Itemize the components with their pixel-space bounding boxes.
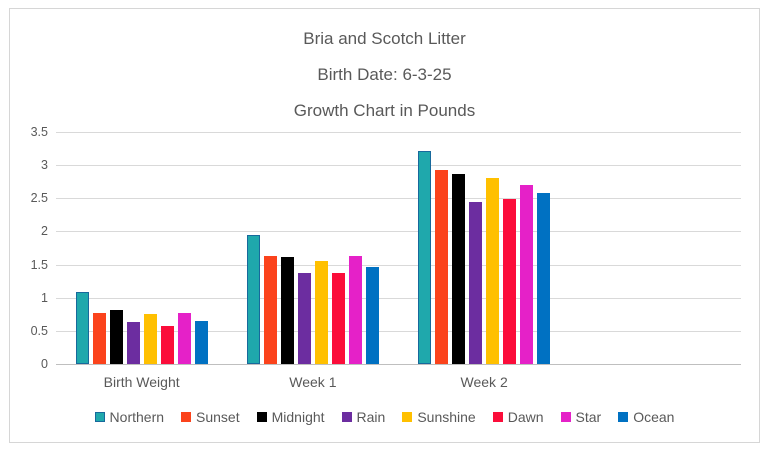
bar-star-week-1 xyxy=(348,255,362,364)
bar-northern-birth-weight xyxy=(75,292,89,364)
bar-ocean-week-1 xyxy=(365,266,379,364)
bar-rain-week-2 xyxy=(469,201,483,364)
bar-sunshine-birth-weight xyxy=(143,313,157,364)
bar-ocean-week-2 xyxy=(537,192,551,364)
y-axis-tick-label: 3 xyxy=(41,158,48,173)
legend-item-star: Star xyxy=(560,409,602,425)
y-axis-tick-label: 1.5 xyxy=(30,257,48,272)
legend-swatch-sunshine xyxy=(402,412,413,422)
bar-sunset-birth-weight xyxy=(92,312,106,364)
x-axis-label-week-1: Week 1 xyxy=(289,374,337,390)
gridline xyxy=(56,264,741,266)
bar-ocean-birth-weight xyxy=(194,320,208,364)
y-axis-tick-label: 2.5 xyxy=(30,191,48,206)
bar-sunshine-week-2 xyxy=(486,177,500,364)
gridline xyxy=(56,297,741,299)
legend-item-sunset: Sunset xyxy=(181,410,240,424)
bar-rain-week-1 xyxy=(297,272,311,364)
legend-label: Midnight xyxy=(271,409,325,425)
bar-star-week-2 xyxy=(520,185,534,364)
y-axis-tick-label: 3.5 xyxy=(30,125,48,139)
x-axis-label-week-2: Week 2 xyxy=(460,374,508,390)
chart-title-line-2: Birth Date: 6-3-25 xyxy=(317,65,452,84)
bar-northern-week-1 xyxy=(246,234,260,364)
bar-sunset-week-1 xyxy=(263,255,277,364)
bar-sunshine-week-1 xyxy=(314,261,328,364)
chart-title-line-1: Bria and Scotch Litter xyxy=(303,29,466,48)
legend-swatch-rain xyxy=(341,412,352,422)
legend-swatch-dawn xyxy=(492,412,503,422)
bar-star-birth-weight xyxy=(177,312,191,364)
bar-rain-birth-weight xyxy=(126,322,140,364)
legend-label: Ocean xyxy=(633,409,675,425)
bar-sunset-week-2 xyxy=(435,169,449,364)
chart-title: Bria and Scotch Litter Birth Date: 6-3-2… xyxy=(10,21,759,129)
bar-dawn-week-1 xyxy=(331,272,345,364)
y-axis-tick-label: 0 xyxy=(41,357,48,371)
legend-item-ocean: Ocean xyxy=(618,410,674,424)
legend-item-midnight: Midnight xyxy=(256,409,325,425)
y-axis-tick-label: 2 xyxy=(41,224,48,239)
bar-midnight-week-2 xyxy=(452,173,466,364)
legend-item-dawn: Dawn xyxy=(492,409,544,425)
gridline xyxy=(56,132,741,133)
legend-label: Sunshine xyxy=(417,409,476,425)
gridline xyxy=(56,198,741,200)
x-axis-label-birth-weight: Birth Weight xyxy=(103,374,180,390)
legend-label: Northern xyxy=(109,409,165,425)
chart-title-line-3: Growth Chart in Pounds xyxy=(293,101,476,120)
legend-item-rain: Rain xyxy=(341,409,386,425)
legend-swatch-northern xyxy=(94,412,105,422)
bar-dawn-week-2 xyxy=(503,198,517,364)
gridline xyxy=(56,231,741,233)
legend-label: Dawn xyxy=(507,409,544,425)
bar-northern-week-2 xyxy=(418,151,432,364)
legend-swatch-star xyxy=(560,412,571,422)
plot-area xyxy=(56,132,741,365)
gridline xyxy=(56,330,741,332)
legend-swatch-ocean xyxy=(618,412,629,422)
bar-dawn-birth-weight xyxy=(160,326,174,364)
x-axis-line xyxy=(56,364,741,365)
bar-midnight-birth-weight xyxy=(109,310,123,364)
legend-item-sunshine: Sunshine xyxy=(402,409,476,425)
legend-label: Sunset xyxy=(196,409,240,425)
chart-frame: Bria and Scotch Litter Birth Date: 6-3-2… xyxy=(9,8,760,443)
y-axis-tick-label: 0.5 xyxy=(30,323,48,338)
legend-label: Star xyxy=(575,409,602,425)
y-axis-tick-label: 1 xyxy=(41,290,48,305)
legend-swatch-midnight xyxy=(256,412,267,422)
legend-swatch-sunset xyxy=(181,412,192,422)
legend-label: Rain xyxy=(356,409,386,425)
gridline xyxy=(56,165,741,167)
legend-item-northern: Northern xyxy=(94,409,165,425)
bar-midnight-week-1 xyxy=(280,257,294,364)
legend: Northern Sunset Midnight Rain Sunshine Dawn St… xyxy=(10,410,759,424)
